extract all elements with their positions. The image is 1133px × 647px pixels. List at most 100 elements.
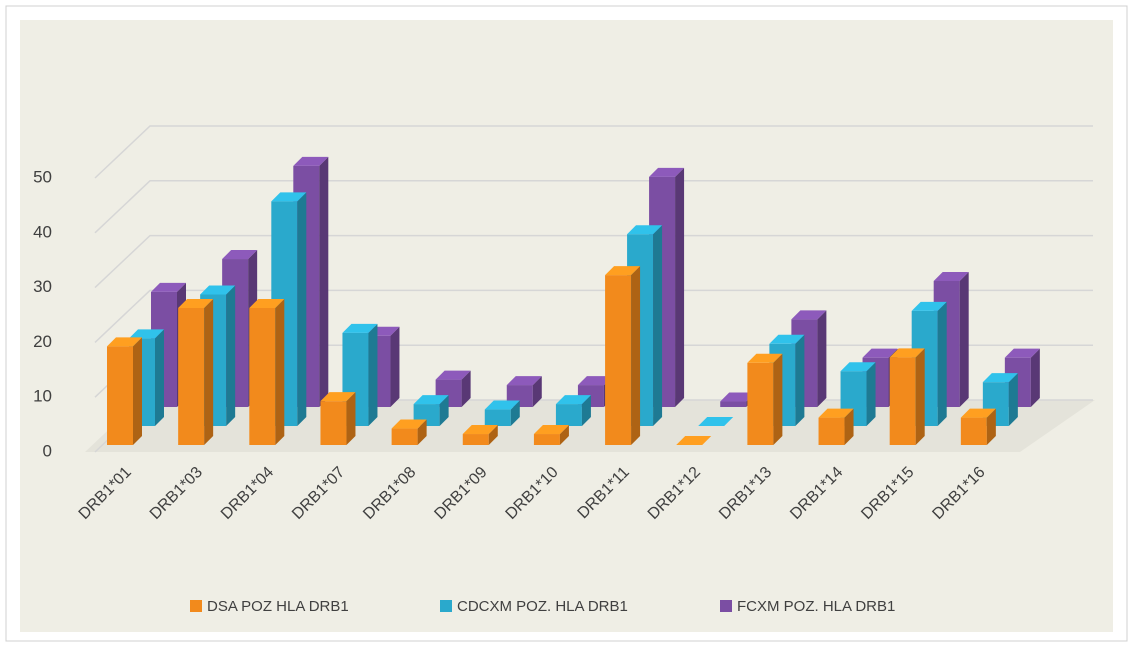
grid-line: [94, 234, 1093, 289]
bar-side: [226, 285, 236, 426]
bar-top: [200, 285, 236, 295]
bar: [107, 337, 142, 445]
bar-top: [862, 348, 898, 358]
legend-swatch: [720, 600, 732, 612]
bar-top: [627, 225, 663, 235]
bar-side: [631, 266, 641, 445]
bar: [747, 353, 783, 445]
bar: [413, 395, 449, 426]
legend-swatch: [440, 600, 452, 612]
bar: [320, 392, 356, 445]
bar-top: [462, 425, 498, 435]
bar-front: [484, 409, 511, 426]
bar-side: [510, 400, 520, 426]
bar: [391, 419, 427, 445]
bar-top: [293, 156, 329, 166]
bar: [462, 425, 498, 445]
bar: [484, 400, 520, 426]
bar-side: [817, 310, 827, 407]
bar-top: [151, 282, 186, 292]
bar-front: [818, 417, 845, 445]
bar-top: [555, 395, 591, 405]
bar: [249, 299, 285, 445]
bar-top: [320, 392, 356, 402]
bar-side: [844, 408, 854, 445]
bar-top: [413, 395, 449, 405]
bar-front: [391, 428, 418, 445]
bar-top: [840, 362, 876, 372]
bar-side: [155, 329, 164, 426]
bar: [533, 425, 569, 445]
bar-side: [204, 299, 214, 445]
bar-top: [577, 376, 613, 386]
bar-side: [346, 392, 356, 445]
bar: [698, 417, 734, 426]
bar-top: [818, 408, 854, 418]
bar: [676, 436, 712, 445]
bar-top: [960, 408, 996, 418]
bar-top: [391, 419, 427, 429]
bar-top: [698, 417, 734, 426]
bar-side: [439, 395, 449, 426]
grid-line: [94, 125, 1093, 179]
bar-top: [982, 373, 1018, 383]
bar-top: [435, 370, 471, 380]
bar: [178, 299, 214, 445]
bar-side: [133, 337, 142, 445]
bar-top: [506, 376, 542, 386]
bar-top: [649, 167, 685, 177]
bar-side: [937, 301, 947, 426]
bar-top: [249, 299, 285, 308]
y-tick-label: 50: [33, 167, 52, 186]
bar-top: [911, 301, 947, 311]
bar-side: [461, 370, 471, 407]
bar: [818, 408, 854, 445]
bar-top: [889, 348, 925, 358]
bar: [889, 348, 925, 445]
legend-label: DSA POZ HLA DRB1: [207, 598, 349, 615]
bar-top: [747, 353, 783, 363]
bar-side: [915, 348, 925, 445]
bar-top: [769, 334, 805, 344]
bar-top: [271, 192, 307, 202]
bar-front: [249, 308, 276, 445]
bar-side: [275, 299, 285, 445]
bar-front: [960, 417, 987, 445]
bar-front: [747, 362, 774, 445]
bar-front: [889, 357, 916, 445]
bar-side: [795, 334, 805, 426]
bar-front: [555, 404, 582, 426]
y-tick-label: 30: [33, 277, 52, 296]
bar-side: [773, 353, 783, 445]
bar-top: [933, 271, 969, 281]
bar-top: [1004, 348, 1040, 358]
bar-top: [605, 266, 641, 276]
bar-front: [720, 401, 747, 407]
bar-side: [1008, 373, 1018, 426]
bar: [840, 362, 876, 426]
bar-side: [653, 225, 663, 426]
bar-top: [222, 250, 258, 260]
grid-line: [94, 289, 1093, 343]
bar-side: [297, 192, 307, 426]
legend-label: FCXM POZ. HLA DRB1: [737, 598, 895, 615]
legend-label: CDCXM POZ. HLA DRB1: [457, 598, 628, 615]
bar: [960, 408, 996, 445]
bar-top: [342, 323, 378, 333]
bar-top: [720, 392, 756, 402]
bar-side: [559, 425, 569, 445]
bar-side: [675, 167, 685, 407]
bar-front: [107, 346, 133, 445]
bar-side: [319, 156, 329, 407]
bar-front: [605, 275, 632, 445]
bar-top: [533, 425, 569, 435]
bar-front: [462, 434, 489, 445]
bar-side: [581, 395, 591, 426]
bar-side: [417, 419, 427, 445]
y-tick-label: 10: [33, 387, 52, 406]
bar: [555, 395, 591, 426]
bar-side: [986, 408, 996, 445]
y-tick-label: 0: [43, 441, 52, 460]
bar-front: [320, 401, 347, 445]
